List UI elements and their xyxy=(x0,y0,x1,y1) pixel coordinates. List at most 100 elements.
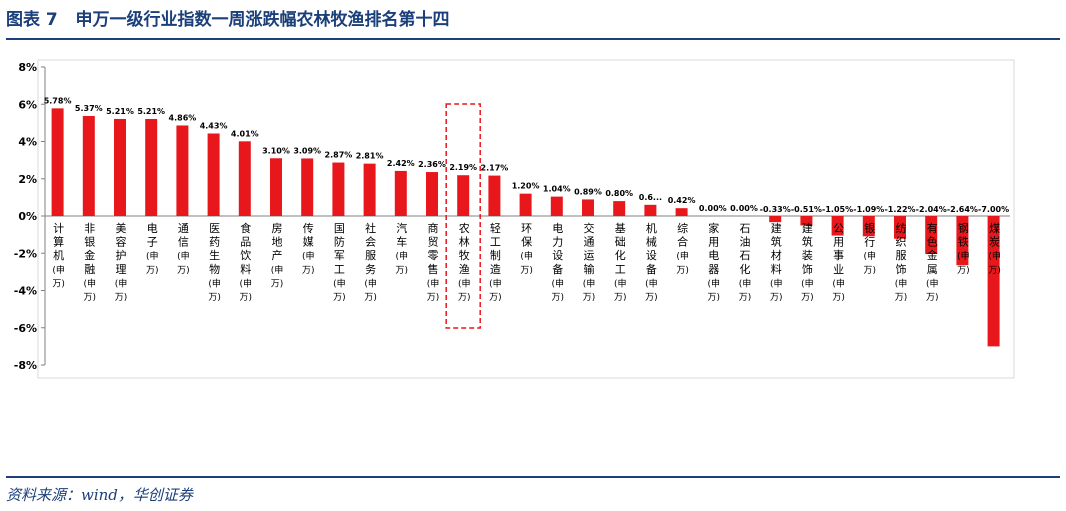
category-label-char: 万) xyxy=(177,266,190,276)
category-label-char: 电 xyxy=(147,222,158,235)
category-label-char: 信 xyxy=(178,236,189,249)
bar xyxy=(207,133,220,216)
category-label-char: 万) xyxy=(739,293,752,303)
category-label-char: 铁 xyxy=(958,236,969,249)
category-label-char: 机 xyxy=(53,248,64,262)
category-label-char: (申 xyxy=(177,250,190,262)
category-label-char: 务 xyxy=(365,263,376,276)
category-label-char: 汽 xyxy=(396,221,407,235)
category-label-char: 纺 xyxy=(896,221,907,235)
category-label: 通信(申万) xyxy=(177,222,190,276)
category-label: 农林牧渔(申万) xyxy=(458,221,471,303)
category-label-char: 万) xyxy=(271,279,284,289)
category-label-char: (申 xyxy=(614,277,627,289)
category-label-char: (申 xyxy=(240,277,253,289)
category-label: 综合(申万) xyxy=(676,221,689,276)
bar xyxy=(426,172,438,216)
category-label-char: 理 xyxy=(116,263,127,276)
category-label-char: (申 xyxy=(84,277,97,289)
category-label-char: (申 xyxy=(832,277,845,289)
bar xyxy=(894,216,906,239)
y-tick-label: 2% xyxy=(18,173,37,186)
category-label-char: 品 xyxy=(240,236,251,249)
category-label: 纺织服饰(申万) xyxy=(895,221,908,303)
data-label: 5.21% xyxy=(106,107,134,116)
data-label: 2.17% xyxy=(481,164,509,173)
category-label-char: 饮 xyxy=(240,249,251,262)
y-tick-label: -8% xyxy=(14,359,37,372)
category-label-char: 服 xyxy=(365,249,376,262)
category-label-char: (申 xyxy=(676,250,689,262)
bar-chart: -8%-6%-4%-2%0%2%4%6%8% 5.78%5.37% 5.21% 5.… xyxy=(14,59,1015,379)
bar xyxy=(394,170,407,216)
category-label-char: 万) xyxy=(489,293,502,303)
y-tick-label: -4% xyxy=(14,285,37,298)
category-label-char: 容 xyxy=(116,235,127,249)
category-label-char: 综 xyxy=(677,221,688,235)
category-label-char: 万) xyxy=(364,293,377,303)
category-label-char: 织 xyxy=(896,236,907,249)
category-label-char: 通 xyxy=(178,222,189,235)
data-label: 0.80% xyxy=(605,189,633,198)
category-label-char: (申 xyxy=(146,250,159,262)
category-label-char: 医 xyxy=(209,222,220,235)
category-label-char: 万) xyxy=(988,266,1001,276)
category-label-char: 有 xyxy=(927,221,938,235)
category-label-char: (申 xyxy=(957,250,970,262)
bar xyxy=(550,196,563,216)
data-label: 3.10% xyxy=(262,146,290,155)
category-label-char: 万) xyxy=(396,266,409,276)
bar xyxy=(956,216,969,266)
category-label-char: (申 xyxy=(895,277,908,289)
category-label-char: 万) xyxy=(552,293,565,303)
bars xyxy=(51,108,1000,347)
category-label-char: 轻 xyxy=(490,221,501,235)
category-label-char: 械 xyxy=(646,235,657,249)
category-label-char: 防 xyxy=(334,235,345,249)
category-label: 基础化工(申万) xyxy=(614,222,627,303)
category-label-char: 石 xyxy=(740,222,751,235)
category-label-char: 备 xyxy=(552,262,563,276)
data-label: 3.09% xyxy=(293,146,321,155)
highlight-box xyxy=(445,103,481,329)
category-label: 医药生物(申万) xyxy=(208,222,221,303)
bar xyxy=(769,216,782,223)
category-label: 国防军工(申万) xyxy=(333,222,346,303)
title-divider xyxy=(6,38,1060,40)
category-label-char: (申 xyxy=(926,277,939,289)
category-label-char: 万) xyxy=(240,293,253,303)
category-label-char: 万) xyxy=(957,266,970,276)
bar xyxy=(82,115,95,216)
data-label: -0.51% xyxy=(791,205,822,214)
category-label-char: 机 xyxy=(646,221,657,235)
category-label-char: 饰 xyxy=(802,262,813,276)
category-label-char: 器 xyxy=(708,263,719,276)
category-label-char: 算 xyxy=(53,235,64,249)
category-label: 电子(申万) xyxy=(146,222,159,276)
category-label-char: 林 xyxy=(459,235,470,249)
category-label-char: (申 xyxy=(708,277,721,289)
data-label: 0.89% xyxy=(574,187,602,196)
data-label: 2.87% xyxy=(325,151,353,160)
category-label: 家用电器(申万) xyxy=(708,221,721,303)
bar xyxy=(613,201,626,216)
category-label: 食品饮料(申万) xyxy=(240,221,253,303)
bar xyxy=(644,204,657,216)
category-label-char: 零 xyxy=(428,249,439,262)
category-label-char: 保 xyxy=(521,235,532,249)
category-label: 房地产 (申万) xyxy=(271,222,284,289)
category-label-char: 牧 xyxy=(459,248,470,262)
data-label: -1.22% xyxy=(884,205,915,214)
category-label-char: 用 xyxy=(708,236,719,249)
data-label: -0.33% xyxy=(760,205,791,214)
data-label: 5.21% xyxy=(137,107,165,116)
y-axis: -8% -6% -4% -2% 0% 2% 4% 6% 8% xyxy=(14,61,1010,372)
category-labels: 计算机(申万)非银金融(申万)美容护理(申万)电子(申万)通信(申万)医药生物(… xyxy=(52,221,1001,303)
category-label-char: 色 xyxy=(927,235,938,249)
data-label: -2.04% xyxy=(916,205,947,214)
category-label: 石油石化(申万) xyxy=(739,222,752,303)
category-label-char: 筑 xyxy=(771,235,782,249)
data-label: 4.43% xyxy=(200,121,228,130)
bar xyxy=(925,216,938,254)
category-label-char: 输 xyxy=(584,262,595,276)
